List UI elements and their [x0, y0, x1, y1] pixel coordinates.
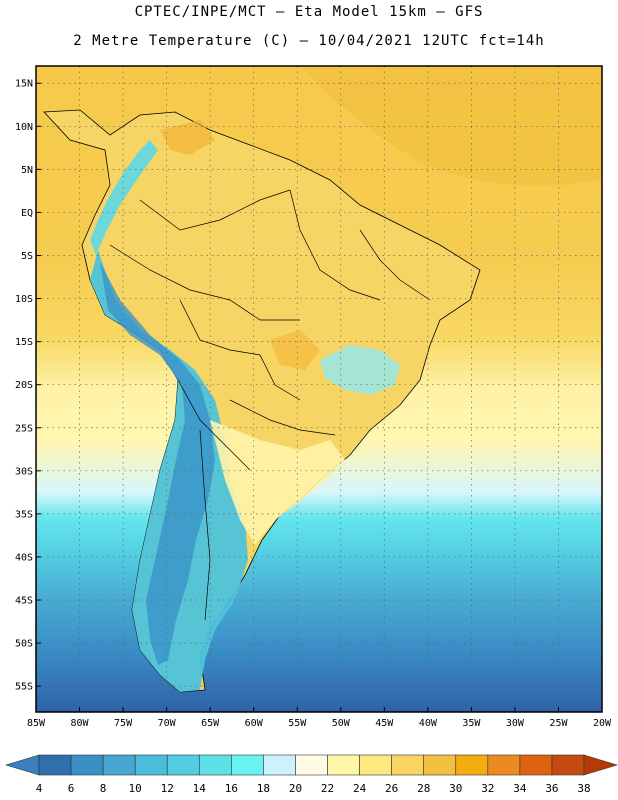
warm-ocean-band: [300, 66, 602, 186]
longitude-label: 65W: [201, 718, 220, 729]
map-title-line2: 2 Metre Temperature (C) – 10/04/2021 12U…: [73, 33, 545, 49]
colorbar-level-label: 22: [321, 782, 334, 795]
colorbar-segment: [295, 754, 328, 776]
colorbar-level-label: 8: [100, 782, 107, 795]
colorbar-segment: [391, 754, 425, 776]
colorbar-level-label: 36: [545, 782, 558, 795]
colorbar-segment: [487, 754, 521, 776]
longitude-label: 50W: [332, 718, 351, 729]
longitude-label: 35W: [462, 718, 481, 729]
colorbar-level-label: 6: [68, 782, 75, 795]
colorbar-level-label: 18: [257, 782, 270, 795]
colorbar: 4 6 8 10 12 14 16 18 20 22 24 26 28 30 32 34 36 38: [4, 754, 618, 795]
colorbar-segment: [102, 754, 136, 776]
colorbar-level-label: 12: [161, 782, 174, 795]
latitude-label: 40S: [15, 552, 33, 563]
southeast-cool-patch: [320, 345, 400, 395]
interior-warm-patch: [270, 330, 320, 370]
longitude-label: 60W: [245, 718, 264, 729]
colorbar-level-label: 28: [417, 782, 430, 795]
colorbar-level-label: 14: [193, 782, 207, 795]
latitude-label: 15N: [15, 79, 33, 90]
map-frame: [35, 65, 603, 713]
colorbar-segment: [359, 754, 392, 776]
colorbar-segment: [134, 754, 168, 776]
colorbar-over-arrow: [583, 754, 618, 776]
longitude-label: 75W: [114, 718, 133, 729]
country-borders: [109, 189, 431, 621]
latitude-label: 30S: [15, 466, 33, 477]
latitude-labels: 15N 10N 5N EQ 5S 10S 15S 20S 25S 30S 35S 40S 45S 50S 5…: [15, 79, 41, 693]
longitude-label: 30W: [506, 718, 525, 729]
latitude-label: 10N: [15, 122, 33, 133]
colorbar-segment: [231, 754, 264, 776]
colorbar-segment: [70, 754, 104, 776]
colorbar-segment: [198, 754, 232, 776]
latitude-label: 5S: [21, 251, 33, 262]
colorbar-level-label: 38: [577, 782, 590, 795]
longitude-label: 55W: [288, 718, 307, 729]
colorbar-segment: [519, 754, 553, 776]
graticule: [35, 66, 603, 712]
colorbar-segment: [423, 754, 457, 776]
longitude-label: 40W: [419, 718, 438, 729]
north-andes-cool: [90, 140, 158, 255]
colorbar-under-arrow: [4, 754, 40, 776]
longitude-label: 45W: [375, 718, 394, 729]
colorbar-segment: [263, 754, 296, 776]
colorbar-segment: [551, 754, 585, 776]
colorbar-segment: [38, 754, 72, 776]
latitude-label: 10S: [15, 294, 33, 305]
longitude-label: 80W: [71, 718, 90, 729]
colorbar-level-label: 16: [225, 782, 238, 795]
colorbar-level-label: 24: [353, 782, 367, 795]
colorbar-level-label: 10: [129, 782, 142, 795]
colorbar-level-label: 34: [513, 782, 527, 795]
latitude-label: 55S: [15, 682, 33, 693]
latitude-label: 35S: [15, 509, 33, 520]
colorbar-level-label: 20: [289, 782, 302, 795]
latitude-label: 25S: [15, 423, 33, 434]
map-title-line1: CPTEC/INPE/MCT – Eta Model 15km – GFS: [134, 4, 484, 20]
colorbar-segment: [455, 754, 489, 776]
colorbar-level-label: 26: [385, 782, 398, 795]
colorbar-level-label: 4: [36, 782, 43, 795]
colorbar-level-label: 30: [449, 782, 462, 795]
latitude-label: 5N: [21, 165, 33, 176]
longitude-labels: 85W 80W 75W 70W 65W 60W 55W 50W 45W 40W 35W 30W 25W 2…: [27, 707, 612, 729]
latitude-label: 20S: [15, 380, 33, 391]
latitude-label: EQ: [21, 208, 33, 219]
latitude-label: 15S: [15, 337, 33, 348]
caribbean-warm-patch: [160, 120, 215, 155]
colorbar-segment: [327, 754, 360, 776]
longitude-label: 20W: [593, 718, 612, 729]
longitude-label: 70W: [158, 718, 177, 729]
latitude-label: 45S: [15, 596, 33, 607]
andes-high-terrain: [100, 262, 215, 665]
southern-mild-zone: [210, 420, 345, 545]
map-field: [36, 66, 602, 712]
longitude-label: 85W: [27, 718, 46, 729]
colorbar-level-label: 32: [481, 782, 494, 795]
latitude-label: 50S: [15, 639, 33, 650]
longitude-label: 25W: [549, 718, 568, 729]
colorbar-segment: [166, 754, 200, 776]
